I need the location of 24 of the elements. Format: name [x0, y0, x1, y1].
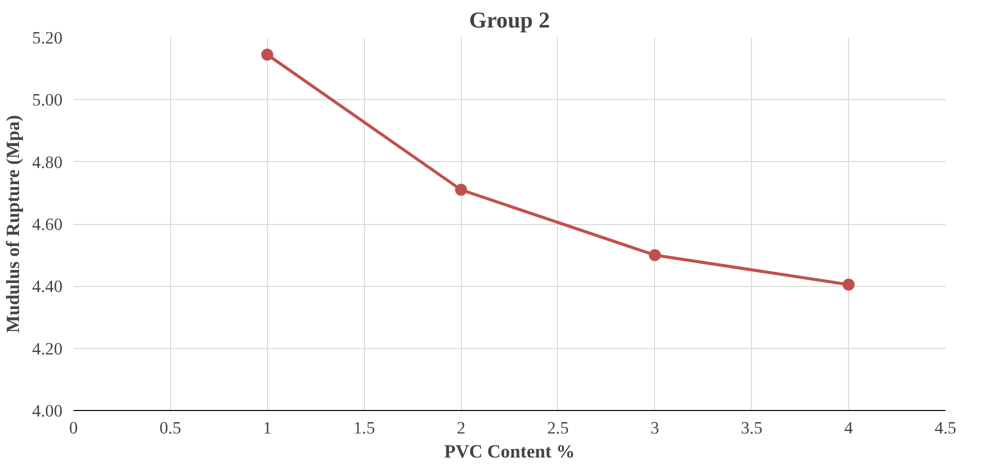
y-tick-label: 5.20: [32, 28, 63, 48]
x-tick-label: 2: [456, 418, 466, 438]
x-tick-label: 1: [262, 418, 272, 438]
point: [648, 249, 661, 262]
x-tick-label: 2.5: [547, 418, 569, 438]
point: [842, 278, 855, 291]
x-tick-label: 1.5: [353, 418, 376, 438]
y-tick-label: 4.80: [32, 152, 63, 172]
x-tick-label: 0: [69, 418, 78, 438]
y-tick-label: 4.20: [32, 339, 63, 358]
y-axis-title: Mudulus of Rupture (Mpa): [3, 115, 24, 333]
point: [261, 48, 274, 61]
y-tick-label: 4.60: [32, 215, 63, 234]
y-tick-label: 4.40: [32, 277, 63, 296]
y-tick-label: 4.00: [32, 402, 63, 420]
chart-title: Group 2: [469, 8, 550, 32]
x-axis-title: PVC Content %: [444, 442, 575, 462]
x-tick-label: 4: [844, 418, 854, 438]
y-tick-label: 5.00: [32, 90, 63, 110]
x-tick-label: 0.5: [160, 418, 182, 438]
x-tick-label: 4.5: [934, 418, 956, 438]
x-tick-label: 3.5: [740, 418, 763, 438]
x-tick-label: 3: [650, 418, 660, 438]
point: [455, 184, 468, 196]
